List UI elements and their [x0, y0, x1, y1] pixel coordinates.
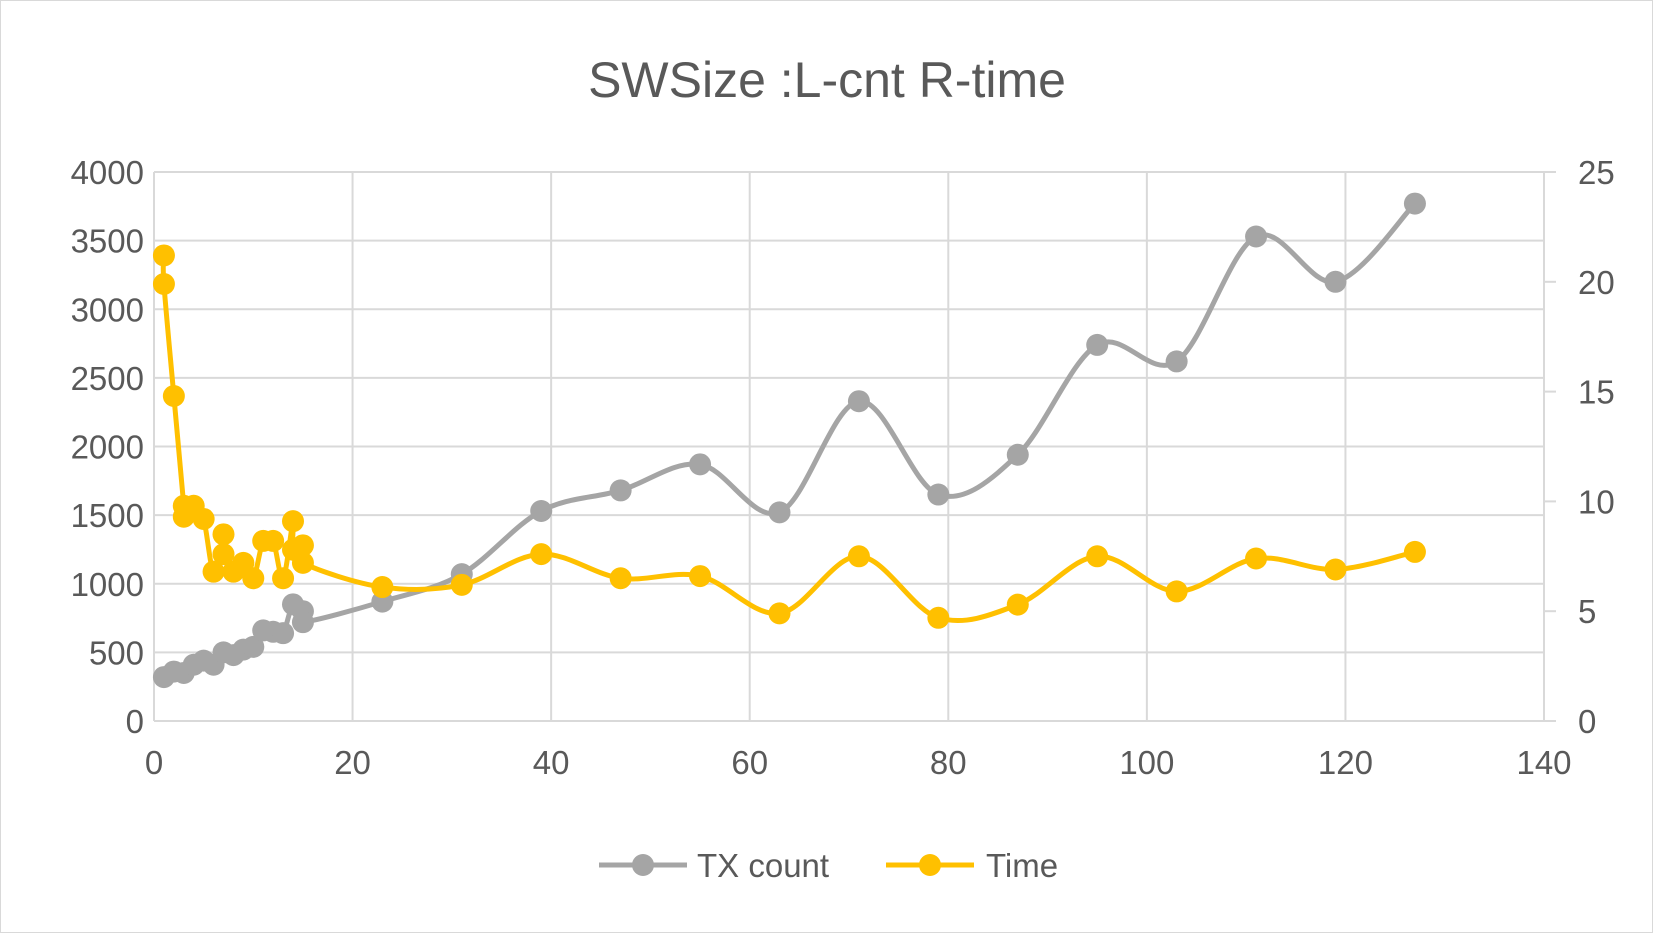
data-point-time — [1086, 545, 1109, 568]
data-point-time — [1165, 580, 1188, 603]
data-point-time — [291, 534, 314, 557]
data-point-time — [927, 606, 950, 629]
data-point-time — [212, 523, 235, 546]
data-point-time — [768, 602, 791, 625]
data-point-tx-count — [689, 453, 712, 476]
data-point-tx-count — [1403, 192, 1426, 215]
data-point-time — [847, 545, 870, 568]
y-right-tick-label: 15 — [1578, 374, 1615, 411]
data-point-tx-count — [609, 479, 632, 502]
x-tick-label: 0 — [145, 744, 163, 781]
x-tick-label: 100 — [1119, 744, 1174, 781]
series-layer — [152, 192, 1426, 689]
legend-item-time: Time — [886, 847, 1058, 884]
data-point-time — [212, 543, 235, 566]
y-right-tick-label: 10 — [1578, 483, 1615, 520]
data-point-tx-count — [768, 501, 791, 524]
grid-layer — [154, 171, 1545, 721]
legend-marker-tx-count — [632, 854, 654, 876]
y-left-tick-label: 500 — [89, 634, 144, 671]
data-point-time — [371, 576, 394, 599]
data-point-time — [192, 507, 215, 530]
data-point-time — [689, 565, 712, 588]
data-point-time — [262, 529, 285, 552]
y-right-tick-label: 20 — [1578, 264, 1615, 301]
data-point-time — [282, 510, 304, 533]
data-point-tx-count — [291, 611, 314, 634]
y-left-tick-label: 3000 — [71, 291, 144, 328]
x-tick-label: 20 — [334, 744, 371, 781]
data-point-time — [202, 560, 225, 583]
y-left-tick-label: 4000 — [71, 154, 144, 191]
y-left-tick-label: 3500 — [71, 223, 144, 260]
data-point-tx-count — [1086, 333, 1109, 356]
data-point-tx-count — [272, 622, 295, 645]
data-point-tx-count — [530, 500, 553, 523]
chart-title: SWSize :L-cnt R-time — [588, 52, 1066, 108]
data-point-time — [162, 384, 185, 407]
legend-label-time: Time — [986, 847, 1058, 884]
data-point-time — [530, 543, 553, 566]
axis-layer: 0500100015002000250030003500400005101520… — [71, 154, 1615, 781]
data-point-tx-count — [1165, 350, 1188, 373]
data-point-time — [152, 272, 175, 295]
data-point-time — [291, 551, 314, 574]
data-point-time — [1324, 558, 1347, 581]
y-right-tick-label: 25 — [1578, 154, 1615, 191]
x-tick-label: 60 — [731, 744, 768, 781]
legend-label-tx-count: TX count — [697, 847, 829, 884]
y-left-tick-label: 2500 — [71, 360, 144, 397]
series-time — [152, 244, 1426, 629]
y-left-tick-label: 0 — [126, 703, 144, 740]
y-right-tick-label: 0 — [1578, 703, 1596, 740]
data-point-tx-count — [1324, 270, 1347, 293]
y-left-tick-label: 2000 — [71, 429, 144, 466]
x-tick-label: 40 — [533, 744, 570, 781]
data-point-time — [272, 567, 295, 590]
data-point-tx-count — [242, 635, 265, 658]
data-point-time — [1006, 593, 1029, 616]
x-tick-label: 80 — [930, 744, 967, 781]
legend-marker-time — [919, 854, 941, 876]
data-point-time — [609, 567, 632, 590]
legend-item-tx-count: TX count — [599, 847, 829, 884]
y-left-tick-label: 1500 — [71, 497, 144, 534]
y-right-tick-label: 5 — [1578, 593, 1596, 630]
data-point-time — [1403, 540, 1426, 563]
data-point-tx-count — [927, 483, 950, 506]
y-left-tick-label: 1000 — [71, 566, 144, 603]
data-point-time — [1245, 547, 1268, 570]
x-tick-label: 120 — [1318, 744, 1373, 781]
data-point-time — [242, 567, 265, 590]
legend: TX count Time — [599, 847, 1058, 884]
x-tick-label: 140 — [1516, 744, 1571, 781]
data-point-tx-count — [1006, 443, 1029, 466]
data-point-tx-count — [1245, 225, 1268, 248]
data-point-time — [450, 573, 473, 596]
data-point-tx-count — [847, 390, 870, 413]
data-point-time — [152, 244, 175, 267]
